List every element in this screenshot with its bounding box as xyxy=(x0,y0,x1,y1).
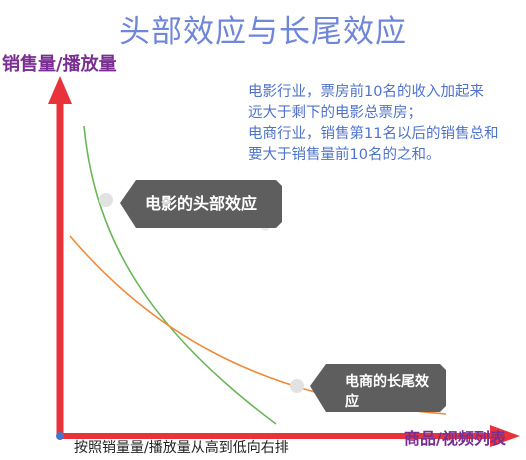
x-axis-arrowhead xyxy=(490,425,520,447)
note-line: 电商行业，销售第11名以后的销售总和 xyxy=(248,126,499,142)
x-axis xyxy=(60,425,520,447)
y-axis-arrowhead xyxy=(48,76,72,104)
note-line: 电影行业，票房前10名的收入加起来 xyxy=(248,84,484,100)
explanation-note: 电影行业，票房前10名的收入加起来 远大于剩下的电影总票房； 电商行业，销售第1… xyxy=(248,82,518,166)
diagram-title: 头部效应与长尾效应 xyxy=(119,14,407,50)
long-tail-callout xyxy=(290,364,446,412)
note-line: 远大于剩下的电影总票房； xyxy=(248,105,422,121)
x-axis-label: 商品/视频列表 xyxy=(404,429,506,448)
head-effect-curve xyxy=(83,125,277,425)
y-axis xyxy=(48,76,72,438)
x-axis-note: 按照销量量/播放量从高到低向右排 xyxy=(74,440,289,456)
head-effect-callout xyxy=(99,180,282,231)
origin-dot xyxy=(56,432,64,440)
y-axis-label: 销售量/播放量 xyxy=(2,54,117,75)
note-line: 要大于销售量前10名的之和。 xyxy=(248,147,441,163)
long-tail-label: 电商的长尾效应 xyxy=(345,374,429,410)
head-effect-label: 电影的头部效应 xyxy=(145,194,258,213)
